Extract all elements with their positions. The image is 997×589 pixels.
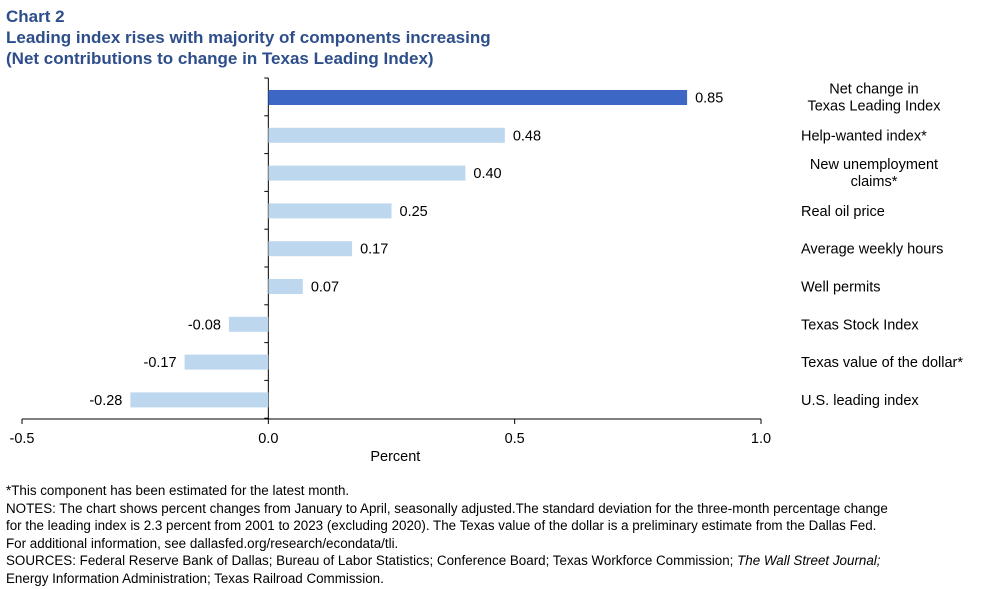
sources-italic: The Wall Street Journal; <box>737 553 881 568</box>
bar-value-label: -0.28 <box>89 393 122 409</box>
category-label: New unemployment <box>810 157 938 173</box>
notes-line-1: NOTES: The chart shows percent changes f… <box>6 500 888 516</box>
category-label: U.S. leading index <box>801 393 919 409</box>
bar <box>268 165 466 181</box>
bar <box>268 203 392 219</box>
category-label: Texas value of the dollar* <box>801 355 963 371</box>
bar-value-label: 0.85 <box>695 91 723 107</box>
x-tick-label: 1.0 <box>751 431 771 447</box>
bar-value-label: 0.17 <box>360 242 388 258</box>
sources-line-2: Energy Information Administration; Texas… <box>6 570 384 586</box>
chart-number: Chart 2 <box>6 7 65 26</box>
category-label: Net change in <box>829 82 918 98</box>
sources-prefix: SOURCES: Federal Reserve Bank of Dallas;… <box>6 553 738 568</box>
bar <box>268 90 688 105</box>
category-label: Texas Leading Index <box>807 99 941 115</box>
bar-value-label: 0.07 <box>311 280 339 296</box>
bar <box>268 279 303 294</box>
bar <box>130 392 269 408</box>
bar-value-label: -0.08 <box>188 317 221 333</box>
notes-line-2: for the leading index is 2.3 percent fro… <box>6 518 877 533</box>
bar <box>268 127 505 143</box>
bar-value-label: -0.17 <box>144 355 177 371</box>
category-label: Help-wanted index* <box>801 128 927 144</box>
category-label: claims* <box>851 174 898 190</box>
category-label: Real oil price <box>801 204 885 220</box>
category-label: Texas Stock Index <box>801 317 919 333</box>
chart-subtitle: (Net contributions to change in Texas Le… <box>6 49 434 68</box>
x-tick-label: 0.0 <box>258 431 278 447</box>
bar-value-label: 0.25 <box>400 204 428 220</box>
x-tick-label: 0.5 <box>505 431 525 447</box>
bar <box>228 316 269 332</box>
category-label: Average weekly hours <box>801 242 943 258</box>
chart-title: Leading index rises with majority of com… <box>6 28 491 47</box>
x-axis-label: Percent <box>370 449 420 465</box>
footnotes: *This component has been estimated for t… <box>6 482 991 587</box>
category-label: Well permits <box>801 280 881 296</box>
bar <box>268 241 353 257</box>
notes-line-3: For additional information, see dallasfe… <box>6 535 399 551</box>
bar <box>184 354 269 370</box>
sources-line-1: SOURCES: Federal Reserve Bank of Dallas;… <box>6 552 991 570</box>
bar-value-label: 0.40 <box>473 166 501 182</box>
bar-value-label: 0.48 <box>513 128 541 144</box>
x-tick-label: -0.5 <box>10 431 35 447</box>
estimated-note: *This component has been estimated for t… <box>6 483 350 498</box>
